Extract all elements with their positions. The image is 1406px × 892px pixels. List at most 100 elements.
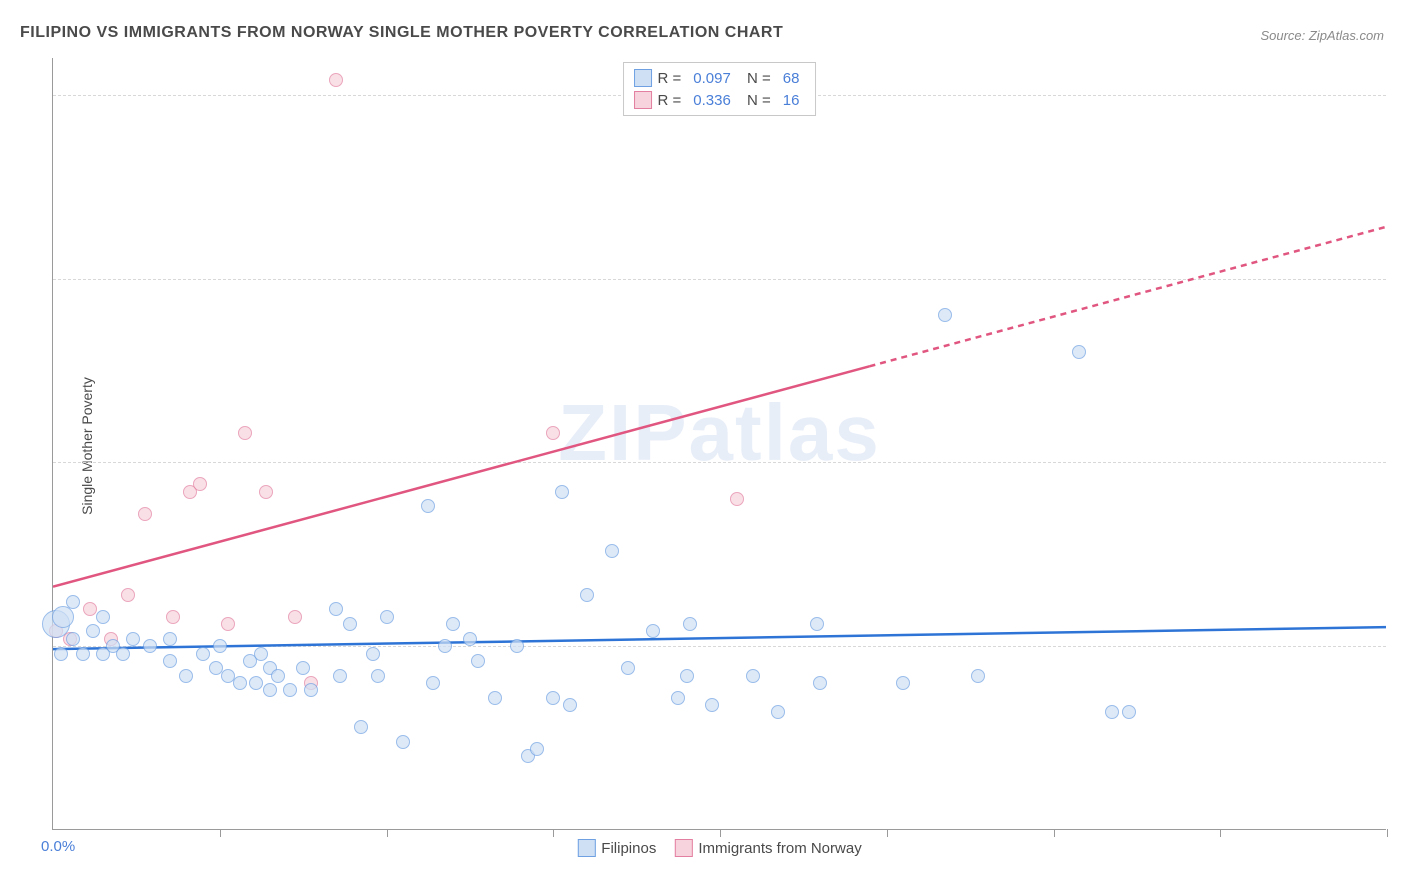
y-tick-label: 75.0% bbox=[1394, 271, 1406, 288]
scatter-point-filipinos bbox=[343, 617, 357, 631]
scatter-point-filipinos bbox=[163, 632, 177, 646]
x-tick bbox=[1387, 829, 1388, 837]
scatter-point-filipinos bbox=[438, 639, 452, 653]
scatter-point-filipinos bbox=[233, 676, 247, 690]
grid-line: 75.0% bbox=[53, 279, 1386, 280]
legend-swatch-norway bbox=[634, 91, 652, 109]
scatter-point-filipinos bbox=[971, 669, 985, 683]
scatter-point-filipinos bbox=[813, 676, 827, 690]
legend-n-value-norway: 16 bbox=[777, 92, 806, 109]
x-tick bbox=[1054, 829, 1055, 837]
x-tick bbox=[1220, 829, 1221, 837]
scatter-point-norway bbox=[221, 617, 235, 631]
legend-item-norway: Immigrants from Norway bbox=[674, 839, 861, 857]
x-tick bbox=[553, 829, 554, 837]
scatter-point-filipinos bbox=[263, 683, 277, 697]
x-tick-label-max: 8.0% bbox=[1394, 838, 1406, 855]
legend-n-label: N = bbox=[743, 92, 771, 109]
scatter-point-filipinos bbox=[196, 647, 210, 661]
scatter-point-filipinos bbox=[66, 595, 80, 609]
legend-label-norway: Immigrants from Norway bbox=[698, 840, 861, 857]
grid-line: 25.0% bbox=[53, 646, 1386, 647]
legend-swatch-norway bbox=[674, 839, 692, 857]
y-tick-label: 100.0% bbox=[1394, 87, 1406, 104]
scatter-point-norway bbox=[730, 492, 744, 506]
legend-n-label: N = bbox=[743, 70, 771, 87]
scatter-point-filipinos bbox=[705, 698, 719, 712]
scatter-point-filipinos bbox=[179, 669, 193, 683]
scatter-point-filipinos bbox=[580, 588, 594, 602]
scatter-point-norway bbox=[329, 73, 343, 87]
legend-r-value-filipinos: 0.097 bbox=[687, 70, 737, 87]
watermark: ZIPatlas bbox=[558, 386, 881, 478]
scatter-point-filipinos bbox=[380, 610, 394, 624]
scatter-point-norway bbox=[121, 588, 135, 602]
scatter-point-filipinos bbox=[66, 632, 80, 646]
scatter-point-filipinos bbox=[304, 683, 318, 697]
scatter-point-filipinos bbox=[143, 639, 157, 653]
scatter-point-filipinos bbox=[54, 647, 68, 661]
scatter-point-filipinos bbox=[254, 647, 268, 661]
x-tick bbox=[887, 829, 888, 837]
y-tick-label: 50.0% bbox=[1394, 455, 1406, 472]
scatter-point-filipinos bbox=[771, 705, 785, 719]
scatter-point-filipinos bbox=[810, 617, 824, 631]
scatter-point-norway bbox=[138, 507, 152, 521]
scatter-point-filipinos bbox=[530, 742, 544, 756]
scatter-point-filipinos bbox=[354, 720, 368, 734]
legend-label-filipinos: Filipinos bbox=[601, 840, 656, 857]
scatter-point-filipinos bbox=[546, 691, 560, 705]
scatter-point-filipinos bbox=[249, 676, 263, 690]
scatter-point-norway bbox=[238, 426, 252, 440]
scatter-point-filipinos bbox=[621, 661, 635, 675]
scatter-point-filipinos bbox=[563, 698, 577, 712]
legend-row-filipinos: R = 0.097 N = 68 bbox=[634, 67, 806, 89]
scatter-point-filipinos bbox=[329, 602, 343, 616]
scatter-point-norway bbox=[546, 426, 560, 440]
scatter-point-filipinos bbox=[1105, 705, 1119, 719]
scatter-point-filipinos bbox=[1072, 345, 1086, 359]
legend-r-label: R = bbox=[658, 70, 682, 87]
chart-title: FILIPINO VS IMMIGRANTS FROM NORWAY SINGL… bbox=[20, 24, 783, 42]
scatter-point-filipinos bbox=[605, 544, 619, 558]
scatter-point-filipinos bbox=[488, 691, 502, 705]
legend-r-value-norway: 0.336 bbox=[687, 92, 737, 109]
scatter-point-norway bbox=[83, 602, 97, 616]
grid-line: 50.0% bbox=[53, 462, 1386, 463]
scatter-point-filipinos bbox=[116, 647, 130, 661]
scatter-point-filipinos bbox=[680, 669, 694, 683]
scatter-point-filipinos bbox=[683, 617, 697, 631]
trend-lines bbox=[53, 58, 1386, 829]
legend-swatch-filipinos bbox=[577, 839, 595, 857]
scatter-point-filipinos bbox=[283, 683, 297, 697]
scatter-point-filipinos bbox=[333, 669, 347, 683]
scatter-point-filipinos bbox=[746, 669, 760, 683]
x-tick bbox=[220, 829, 221, 837]
scatter-point-filipinos bbox=[163, 654, 177, 668]
correlation-legend: R = 0.097 N = 68 R = 0.336 N = 16 bbox=[623, 62, 817, 116]
scatter-point-filipinos bbox=[471, 654, 485, 668]
scatter-point-filipinos bbox=[126, 632, 140, 646]
legend-row-norway: R = 0.336 N = 16 bbox=[634, 89, 806, 111]
scatter-point-norway bbox=[193, 477, 207, 491]
scatter-point-filipinos bbox=[1122, 705, 1136, 719]
scatter-point-filipinos bbox=[938, 308, 952, 322]
scatter-point-filipinos bbox=[76, 647, 90, 661]
scatter-point-filipinos bbox=[421, 499, 435, 513]
legend-n-value-filipinos: 68 bbox=[777, 70, 806, 87]
scatter-point-filipinos bbox=[896, 676, 910, 690]
scatter-point-filipinos bbox=[86, 624, 100, 638]
scatter-point-filipinos bbox=[296, 661, 310, 675]
scatter-point-filipinos bbox=[271, 669, 285, 683]
scatter-point-filipinos bbox=[446, 617, 460, 631]
scatter-point-filipinos bbox=[96, 610, 110, 624]
scatter-point-filipinos bbox=[52, 606, 74, 628]
scatter-point-filipinos bbox=[671, 691, 685, 705]
scatter-point-filipinos bbox=[463, 632, 477, 646]
scatter-point-filipinos bbox=[426, 676, 440, 690]
legend-r-label: R = bbox=[658, 92, 682, 109]
scatter-point-norway bbox=[288, 610, 302, 624]
scatter-point-filipinos bbox=[646, 624, 660, 638]
scatter-point-filipinos bbox=[555, 485, 569, 499]
legend-item-filipinos: Filipinos bbox=[577, 839, 656, 857]
